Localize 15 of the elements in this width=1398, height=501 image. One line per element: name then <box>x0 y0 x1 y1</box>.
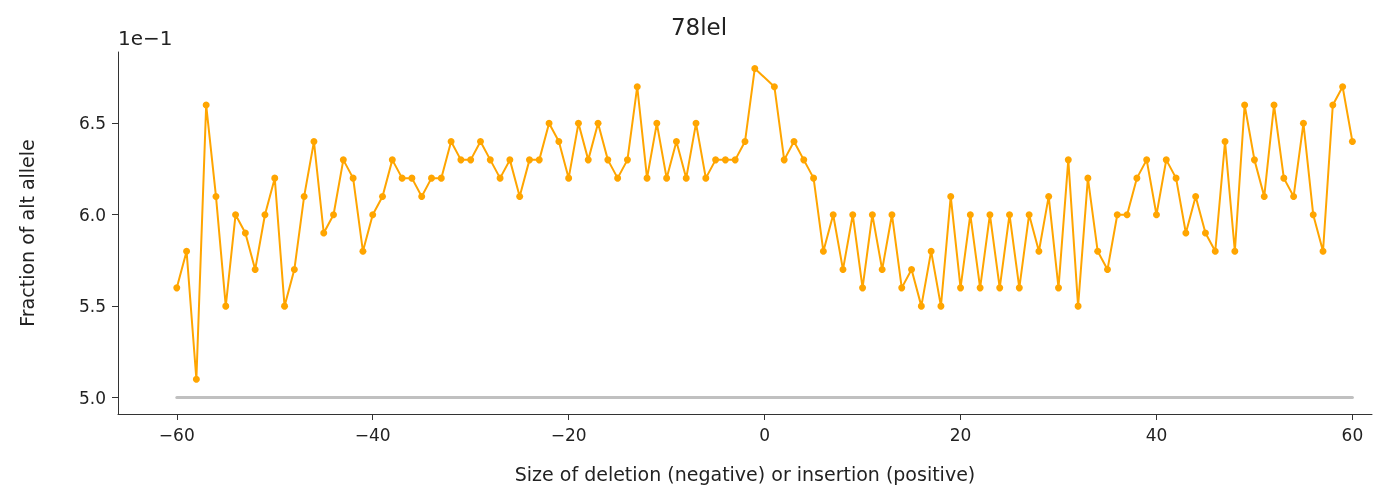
x-tick-label: 40 <box>1145 424 1168 445</box>
y-tick-label: 5.5 <box>78 296 106 317</box>
x-axis-title: Size of deletion (negative) or insertion (positive) <box>514 462 976 485</box>
y-axis-title: Fraction of alt allele <box>15 139 38 327</box>
y-tick-label: 5.0 <box>78 387 106 408</box>
text: 1e−1 <box>118 26 173 50</box>
x-tick-label: 20 <box>949 424 972 445</box>
y-tick-label: 6.5 <box>78 113 106 134</box>
x-tick-label: −40 <box>354 424 391 445</box>
y-tick-label: 6.0 <box>78 204 106 225</box>
x-tick-label: 60 <box>1341 424 1364 445</box>
x-tick-label: −60 <box>158 424 195 445</box>
x-tick-label: −20 <box>550 424 587 445</box>
chart-title: 78lel <box>670 13 728 40</box>
x-tick-label: 0 <box>759 424 771 445</box>
